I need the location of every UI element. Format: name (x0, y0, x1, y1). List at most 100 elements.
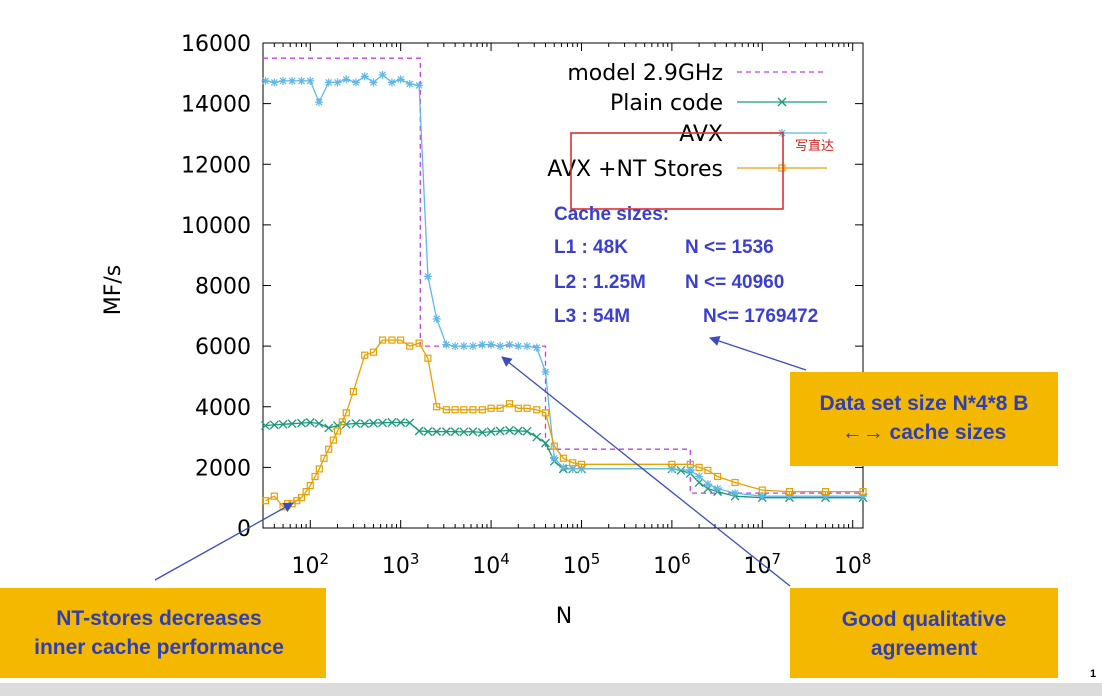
data-point (369, 348, 378, 356)
cache-range-label: N<= 1769472 (703, 306, 818, 327)
series-plain-code (261, 418, 868, 503)
data-point (406, 342, 414, 350)
data-point (477, 428, 487, 437)
series-avx (261, 70, 867, 501)
data-point (559, 454, 567, 462)
data-point (333, 427, 342, 435)
data-point (731, 489, 740, 498)
data-point (550, 454, 559, 463)
data-point (487, 404, 495, 412)
data-point (505, 400, 514, 408)
data-point (369, 78, 378, 87)
data-point (261, 76, 270, 85)
data-point (279, 76, 288, 85)
x-axis-label: N (556, 604, 572, 629)
data-point (777, 97, 787, 107)
data-point (442, 406, 450, 414)
data-point (451, 406, 459, 414)
data-point (324, 78, 333, 87)
data-point (460, 406, 468, 414)
data-point (451, 342, 460, 351)
data-point (297, 418, 306, 428)
data-point (522, 426, 532, 436)
legend-label: AVX (679, 122, 723, 147)
data-set-callout: Data set size N*4*8 B ←→ cache sizes (790, 372, 1058, 466)
data-point (532, 343, 541, 352)
x-tick-label: 108 (834, 550, 872, 579)
data-point (441, 427, 451, 437)
data-point (532, 432, 542, 442)
data-point (415, 339, 423, 347)
data-point (424, 354, 432, 362)
data-point (568, 464, 577, 473)
data-point (478, 406, 486, 414)
data-point (405, 79, 414, 88)
data-point (342, 409, 350, 417)
x-tick-label: 104 (472, 550, 510, 579)
data-point (758, 486, 766, 494)
data-point (577, 464, 586, 473)
data-point (360, 419, 370, 429)
data-point (676, 465, 686, 475)
cache-range-label: N <= 1536 (685, 237, 774, 258)
series-avx-nt-stores (261, 336, 867, 511)
data-point (378, 418, 387, 428)
data-point (668, 460, 676, 468)
data-point (432, 427, 442, 437)
cache-sizes-title: Cache sizes: (554, 204, 669, 225)
data-point (459, 427, 469, 437)
data-point (686, 466, 695, 475)
y-tick-label: 16000 (181, 32, 251, 57)
x-tick-label: 103 (382, 550, 420, 579)
data-point (695, 472, 704, 481)
data-point (338, 418, 346, 426)
data-point (306, 76, 315, 85)
good-agreement-callout-line2: agreement (870, 637, 978, 660)
data-point (320, 454, 328, 462)
data-point (859, 492, 867, 501)
good-agreement-callout-line1: Good qualitative (841, 608, 1007, 631)
y-tick-label: 10000 (181, 214, 251, 239)
data-point (302, 488, 310, 496)
data-point (423, 272, 432, 281)
data-point (541, 367, 550, 376)
data-point (450, 427, 460, 437)
handwritten-note: 写直达 (795, 139, 834, 154)
legend-label: Plain code (610, 91, 723, 116)
data-point (329, 436, 337, 444)
data-point (315, 465, 323, 473)
data-point (513, 426, 523, 436)
data-point (541, 438, 550, 448)
data-point (305, 418, 315, 427)
cache-range-label: N <= 40960 (685, 272, 784, 293)
data-point (550, 442, 558, 450)
data-point (667, 464, 676, 473)
series-line (265, 421, 863, 499)
y-tick-label: 14000 (181, 93, 251, 118)
data-point (415, 81, 424, 90)
data-point (496, 404, 504, 412)
data-point (278, 419, 288, 429)
data-point (405, 418, 415, 428)
data-point (442, 340, 451, 349)
data-point (785, 488, 794, 496)
data-point (486, 427, 496, 437)
legend-label: AVX +NT Stores (547, 157, 723, 182)
x-tick-label: 107 (744, 550, 782, 579)
x-tick-label: 106 (653, 550, 691, 579)
data-point (387, 418, 397, 427)
data-point (505, 340, 514, 349)
y-tick-label: 2000 (195, 456, 251, 481)
data-point (369, 418, 378, 428)
data-point (821, 488, 830, 496)
data-point (325, 445, 333, 453)
data-point (397, 336, 405, 344)
y-axis-label: MF/s (101, 265, 126, 316)
data-point (559, 463, 568, 472)
data-point (333, 78, 342, 87)
data-point (270, 78, 279, 87)
data-point (396, 418, 406, 427)
x-tick-label: 105 (563, 550, 601, 579)
data-point (713, 484, 722, 493)
